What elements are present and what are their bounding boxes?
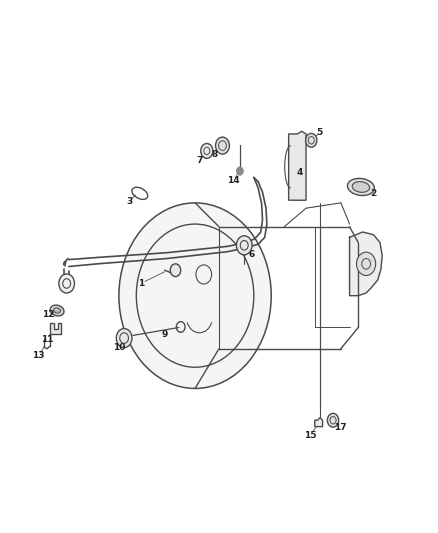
Ellipse shape	[50, 305, 64, 316]
Circle shape	[237, 167, 244, 175]
Circle shape	[59, 274, 74, 293]
Circle shape	[119, 203, 271, 389]
Ellipse shape	[347, 179, 374, 196]
Circle shape	[327, 414, 339, 427]
Text: 10: 10	[113, 343, 125, 352]
Text: 12: 12	[42, 310, 55, 319]
Text: 17: 17	[334, 423, 346, 432]
Text: 11: 11	[41, 335, 53, 344]
Polygon shape	[350, 232, 382, 296]
Text: 8: 8	[212, 150, 218, 159]
Text: 13: 13	[32, 351, 45, 360]
Text: 2: 2	[371, 189, 377, 198]
Polygon shape	[315, 418, 322, 426]
Ellipse shape	[53, 308, 60, 313]
Circle shape	[116, 328, 132, 348]
Text: 15: 15	[304, 431, 317, 440]
Text: 14: 14	[226, 176, 239, 185]
Circle shape	[215, 137, 230, 154]
Circle shape	[237, 236, 252, 255]
Circle shape	[306, 133, 317, 147]
Circle shape	[357, 252, 376, 276]
Polygon shape	[50, 323, 61, 334]
Text: 9: 9	[162, 330, 168, 339]
Text: 4: 4	[297, 167, 303, 176]
Ellipse shape	[352, 182, 370, 192]
Text: 6: 6	[248, 250, 255, 259]
Circle shape	[170, 264, 181, 277]
Text: 7: 7	[196, 156, 203, 165]
Text: 3: 3	[127, 197, 133, 206]
Circle shape	[201, 143, 213, 158]
Text: 1: 1	[138, 279, 145, 288]
Text: 5: 5	[316, 128, 322, 138]
Polygon shape	[289, 131, 306, 200]
